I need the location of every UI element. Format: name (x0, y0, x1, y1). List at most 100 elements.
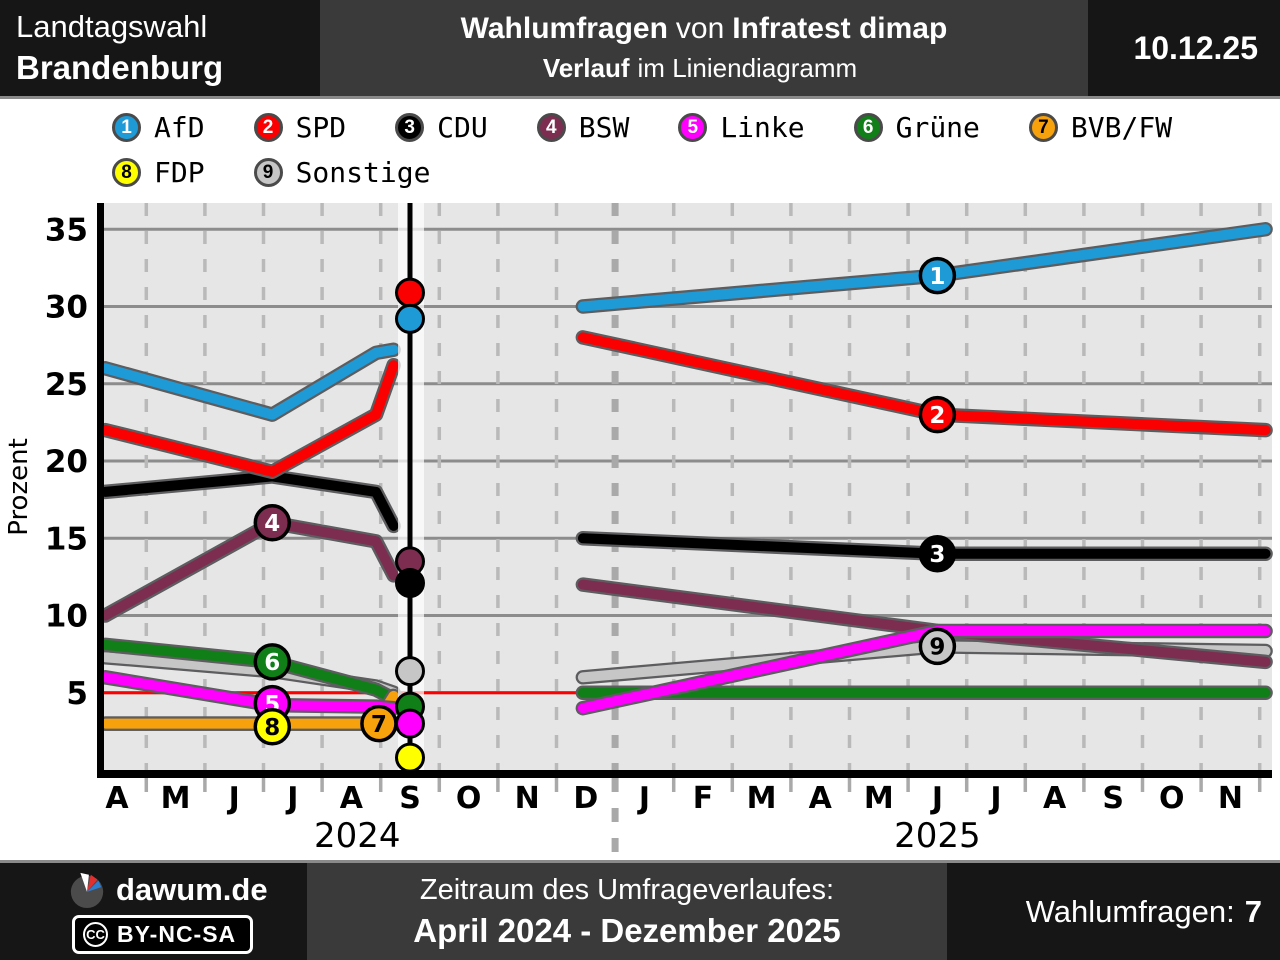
legend-number-icon: 9 (253, 158, 283, 187)
series-marker-AfD (918, 256, 957, 295)
x-month-label: M (864, 781, 894, 816)
x-month-label: J (285, 781, 298, 816)
x-axis (97, 770, 1272, 778)
period-value: April 2024 - Dezember 2025 (413, 911, 841, 949)
cc-license-text: BY-NC-SA (117, 921, 237, 947)
x-month-label: A (1043, 781, 1067, 816)
legend-label: Sonstige (295, 156, 431, 189)
series-line-Grüne (100, 639, 399, 704)
footer-bar: dawum.de CC BY-NC-SA Zeitraum des Umfrag… (0, 860, 1280, 960)
legend-label: BVB/FW (1070, 111, 1173, 144)
series-marker-FDP (253, 707, 292, 746)
series-marker-BSW (253, 504, 292, 542)
header-title-box: Wahlumfragen von Infratest dimap Verlauf im… (320, 0, 1088, 96)
series-line-SPD (100, 360, 399, 477)
election-result-dot-AfD (395, 303, 425, 334)
y-tick-label: 20 (45, 444, 88, 480)
series-marker-number: 9 (929, 635, 945, 661)
period-label: Zeitraum des Umfrageverlaufes: (419, 873, 835, 906)
x-month-label: A (809, 781, 833, 816)
x-month-label: A (105, 781, 129, 816)
series-line-CDU (100, 471, 399, 531)
legend-number-icon: 3 (395, 113, 425, 142)
legend-item-AfD: 1 AfD (112, 111, 205, 144)
y-axis (97, 203, 104, 778)
x-month-label: N (515, 781, 540, 816)
election-result-dot-Linke (395, 708, 425, 739)
y-axis-title: Prozent (4, 438, 34, 536)
poll-count-value: 7 (1244, 893, 1262, 929)
series-marker-number: 1 (929, 264, 945, 290)
page-title: Wahlumfragen von Infratest dimap (460, 12, 948, 45)
legend-number-icon: 6 (853, 113, 883, 142)
dawum-logo: dawum.de (68, 871, 268, 909)
x-month-label: J (930, 781, 943, 816)
series-marker-BVB/FW (360, 704, 398, 743)
legend-item-Sonstige: 9 Sonstige (253, 156, 431, 189)
footer-period-box: Zeitraum des Umfrageverlaufes: April 202… (307, 863, 947, 960)
legend-number-icon: 5 (678, 113, 708, 142)
legend-label: CDU (437, 111, 488, 144)
x-month-label: S (1102, 781, 1124, 816)
legend-number-icon: 4 (536, 113, 566, 142)
legend-item-BSW: 4 BSW (536, 111, 630, 144)
legend-number-icon: 7 (1028, 113, 1058, 142)
x-month-label: D (573, 781, 598, 816)
x-year-label: 2025 (894, 816, 981, 856)
poll-count-label: Wahlumfragen: (1025, 893, 1235, 929)
legend-label: FDP (154, 156, 205, 189)
cc-icon: CC (83, 922, 108, 947)
x-month-label: O (1159, 781, 1185, 816)
series-marker-number: 2 (929, 403, 945, 429)
legend-item-BVB/FW: 7 BVB/FW (1028, 111, 1173, 144)
legend-number-icon: 1 (112, 113, 141, 142)
footer-branding: dawum.de CC BY-NC-SA (0, 863, 307, 960)
series-marker-number: 7 (371, 712, 387, 738)
series-marker-Sonstige (918, 627, 957, 666)
x-year-label: 2024 (314, 816, 401, 856)
x-month-label: A (340, 781, 364, 816)
series-line-BSW (100, 517, 399, 621)
series-marker-SPD (918, 395, 957, 434)
legend-item-CDU: 3 CDU (395, 111, 488, 144)
legend-item-SPD: 2 SPD (253, 111, 347, 144)
legend-label: AfD (154, 111, 205, 144)
site-name: dawum.de (116, 872, 268, 907)
election-region: Brandenburg (16, 49, 224, 86)
legend-label: SPD (295, 111, 347, 144)
x-month-label: J (988, 781, 1001, 816)
series-line-AfD (100, 344, 399, 420)
x-month-label: J (637, 781, 650, 816)
legend-number-icon: 8 (112, 158, 141, 187)
legend-label: Grüne (895, 111, 980, 144)
header-bar: Landtagswahl Brandenburg Wahlumfragen von… (0, 0, 1280, 99)
y-tick-label: 15 (45, 521, 88, 557)
series-marker-CDU (918, 534, 957, 573)
series-marker-number: 8 (264, 715, 280, 741)
y-tick-label: 25 (45, 367, 88, 403)
election-result-dot-Sonstige (395, 656, 425, 687)
legend-item-Grüne: 6 Grüne (853, 111, 980, 144)
election-result-dot-FDP (395, 742, 425, 773)
page-subtitle: Verlauf im Liniendiagramm (542, 53, 858, 83)
legend-item-FDP: 8 FDP (112, 156, 205, 189)
chart-legend: 1 AfD 2 SPD 3 CDU 4 BSW 5 Linke 6 Grüne 7 BVB/FW 8 FDP 9… (0, 99, 1280, 195)
x-month-label: M (747, 781, 777, 816)
x-month-label: M (161, 781, 191, 816)
header-election-name: Landtagswahl Brandenburg (0, 0, 320, 96)
legend-number-icon: 2 (253, 113, 283, 142)
y-tick-label: 10 (45, 599, 88, 635)
cc-license-badge: CC BY-NC-SA (72, 915, 254, 954)
x-month-label: S (399, 781, 421, 816)
x-month-label: N (1218, 781, 1243, 816)
x-month-label: F (693, 781, 714, 816)
legend-label: BSW (578, 111, 630, 144)
y-tick-label: 35 (45, 212, 88, 248)
election-type: Landtagswahl (16, 9, 208, 44)
series-marker-number: 3 (929, 542, 945, 568)
x-month-label: O (456, 781, 482, 816)
legend-label: Linke (720, 111, 805, 144)
series-marker-Grüne (253, 643, 292, 681)
dawum-pie-icon (70, 872, 104, 909)
